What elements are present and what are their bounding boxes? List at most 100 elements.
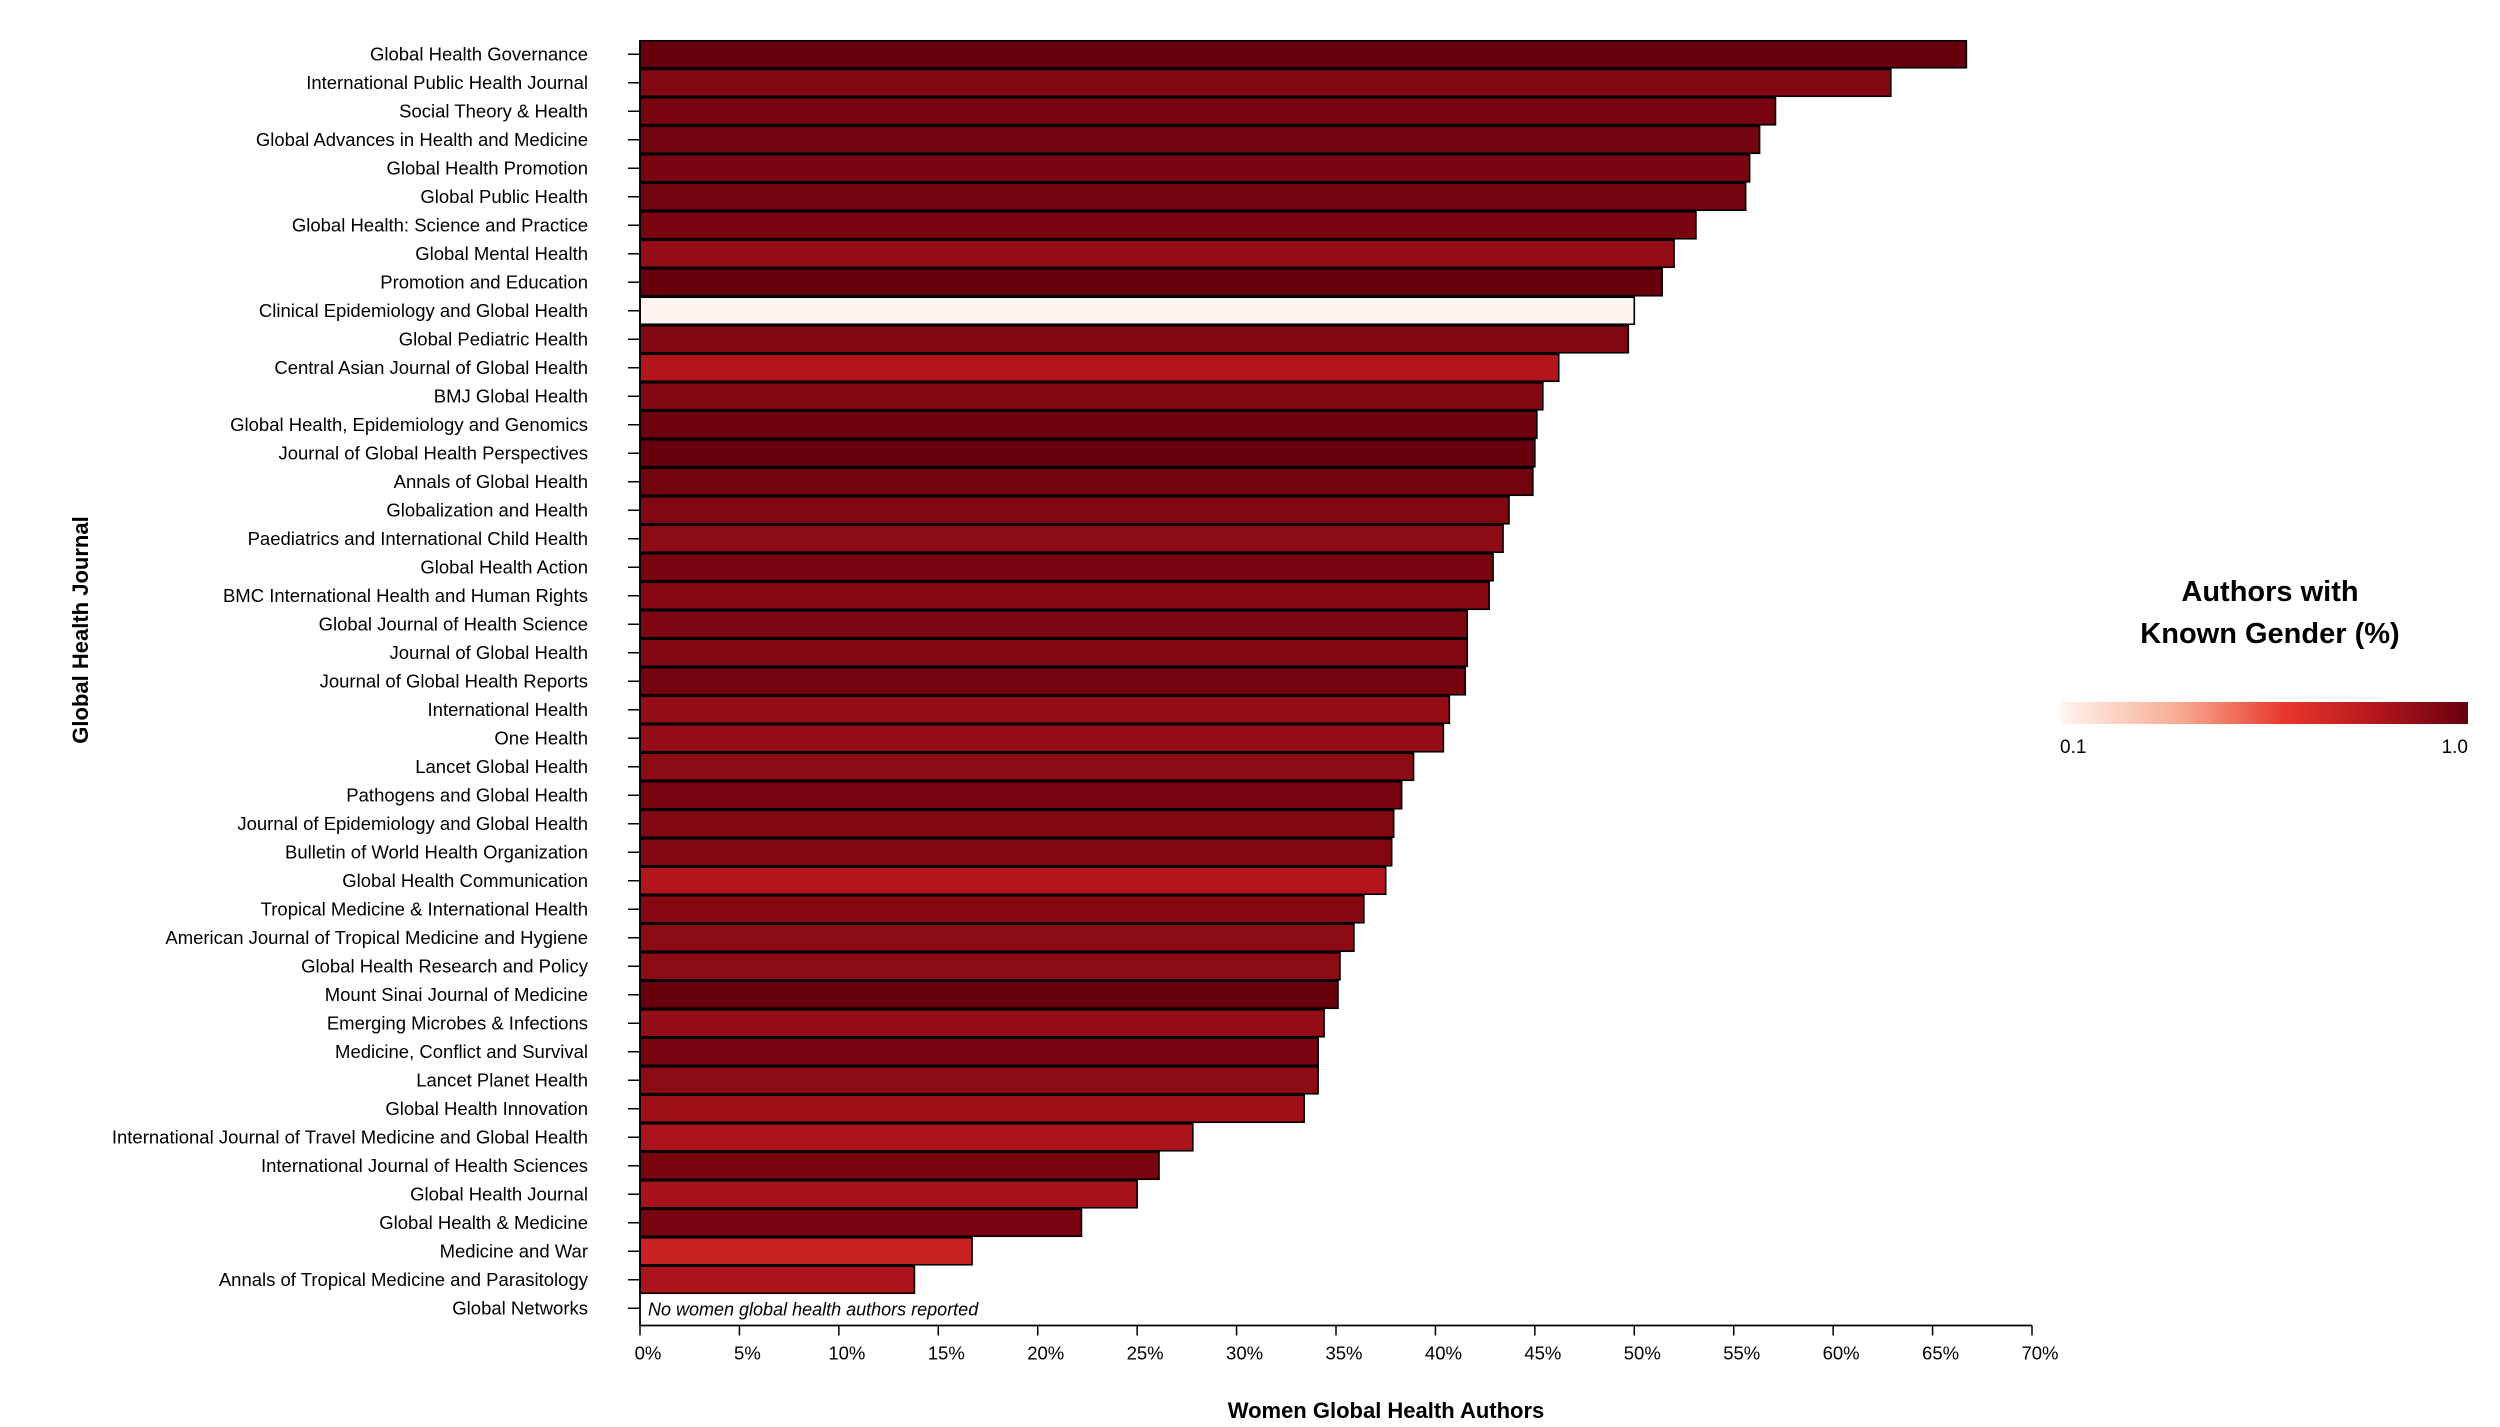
bar	[639, 723, 1445, 753]
category-label: BMC International Health and Human Right…	[223, 585, 588, 606]
category-label: Global Health Journal	[410, 1183, 588, 1204]
category-label: Tropical Medicine & International Health	[261, 898, 588, 919]
bar	[639, 638, 1469, 668]
bar	[639, 153, 1751, 183]
category-label: International Journal of Travel Medicine…	[112, 1126, 588, 1147]
category-label: Clinical Epidemiology and Global Health	[259, 300, 588, 321]
category-label: Global Pediatric Health	[399, 328, 588, 349]
annotation: No women global health authors reported	[648, 1299, 979, 1319]
category-label: Bulletin of World Health Organization	[285, 841, 588, 862]
category-label: Annals of Global Health	[394, 471, 588, 492]
category-label: Pathogens and Global Health	[346, 784, 588, 805]
bar	[639, 495, 1510, 525]
category-label: Global Mental Health	[415, 243, 588, 264]
x-tick-label: 0%	[635, 1343, 662, 1364]
category-labels: Global Health Governance International Pu…	[112, 43, 589, 1318]
category-label: Mount Sinai Journal of Medicine	[325, 984, 588, 1005]
category-label: International Public Health Journal	[306, 72, 588, 93]
category-label: Global Health Action	[420, 556, 588, 577]
category-label: Annals of Tropical Medicine and Parasito…	[219, 1269, 589, 1290]
legend-title-line1: Authors with	[2181, 576, 2358, 608]
bar	[639, 1094, 1305, 1124]
bar	[639, 1008, 1325, 1038]
bar	[639, 1208, 1083, 1238]
x-tick-label: 40%	[1425, 1343, 1462, 1364]
x-tick-label: 60%	[1823, 1343, 1860, 1364]
bar	[639, 239, 1675, 269]
x-tick-label: 70%	[2021, 1343, 2058, 1364]
bar	[639, 467, 1534, 497]
category-label: International Health	[428, 699, 588, 720]
bar	[639, 1065, 1319, 1095]
legend-title-line2: Known Gender (%)	[2140, 618, 2399, 650]
bar	[639, 438, 1536, 468]
category-label: Global Health Governance	[370, 43, 588, 64]
bar	[639, 182, 1747, 212]
bar	[639, 894, 1365, 924]
x-axis-title: Women Global Health Authors	[1228, 1398, 1545, 1423]
x-tick-label: 45%	[1524, 1343, 1561, 1364]
category-label: Global Health, Epidemiology and Genomics	[230, 414, 588, 435]
y-axis	[628, 40, 641, 1326]
bars-layer: No women global health authors reported	[639, 39, 1968, 1319]
x-tick-label: 5%	[734, 1343, 761, 1364]
bar	[639, 923, 1355, 953]
bar	[639, 267, 1663, 297]
category-label: Global Health Innovation	[385, 1098, 588, 1119]
category-label: Journal of Global Health	[390, 642, 588, 663]
category-label: Global Advances in Health and Medicine	[256, 129, 588, 150]
bar	[639, 581, 1490, 611]
bar	[639, 324, 1630, 354]
color-legend: Authors with Known Gender (%) 0.1 1.0	[2060, 576, 2468, 758]
x-tick-label: 25%	[1127, 1343, 1164, 1364]
category-label: Social Theory & Health	[399, 100, 588, 121]
category-label: Globalization and Health	[386, 499, 588, 520]
legend-min-label: 0.1	[2060, 737, 2086, 758]
category-label: Lancet Planet Health	[416, 1069, 588, 1090]
bar	[639, 353, 1560, 383]
bar	[639, 866, 1387, 896]
x-tick-label: 50%	[1624, 1343, 1661, 1364]
bar	[639, 68, 1892, 98]
bar	[639, 381, 1544, 411]
bar	[639, 524, 1504, 554]
bar	[639, 980, 1339, 1010]
bar	[639, 1236, 973, 1266]
category-label: Global Public Health	[420, 186, 588, 207]
bar	[639, 609, 1469, 639]
category-label: International Journal of Health Sciences	[261, 1155, 588, 1176]
bar	[639, 1265, 916, 1295]
x-axis: 0% 5% 10% 15% 20% 25% 30% 35% 40% 45% 50% 55% 60% 65%…	[635, 1324, 2059, 1364]
bar	[639, 1179, 1138, 1209]
bar	[639, 410, 1538, 440]
category-label: BMJ Global Health	[434, 385, 588, 406]
category-label: Global Journal of Health Science	[319, 613, 588, 634]
bar	[639, 1151, 1160, 1181]
category-label: Lancet Global Health	[415, 756, 588, 777]
category-label: Promotion and Education	[380, 271, 588, 292]
category-label: Journal of Epidemiology and Global Healt…	[237, 813, 588, 834]
category-label: Global Health: Science and Practice	[292, 214, 588, 235]
bar	[639, 39, 1968, 69]
bar	[639, 837, 1393, 867]
x-tick-label: 15%	[928, 1343, 965, 1364]
bar	[639, 1122, 1194, 1152]
category-label: One Health	[494, 727, 588, 748]
x-tick-label: 10%	[828, 1343, 865, 1364]
category-label: Emerging Microbes & Infections	[327, 1012, 588, 1033]
legend-max-label: 1.0	[2442, 737, 2468, 758]
category-label: Medicine, Conflict and Survival	[335, 1041, 588, 1062]
category-label: Journal of Global Health Reports	[320, 670, 588, 691]
x-tick-label: 30%	[1226, 1343, 1263, 1364]
category-label: Global Health Research and Policy	[301, 955, 589, 976]
category-label: Paediatrics and International Child Heal…	[248, 528, 588, 549]
bar	[639, 809, 1395, 839]
x-tick-label: 55%	[1723, 1343, 1760, 1364]
category-label: Global Health Promotion	[386, 157, 588, 178]
bar	[639, 552, 1494, 582]
category-label: Global Health Communication	[342, 870, 588, 891]
category-label: Central Asian Journal of Global Health	[274, 357, 588, 378]
category-label: Journal of Global Health Perspectives	[278, 442, 588, 463]
y-axis-title: Global Health Journal	[68, 516, 93, 743]
